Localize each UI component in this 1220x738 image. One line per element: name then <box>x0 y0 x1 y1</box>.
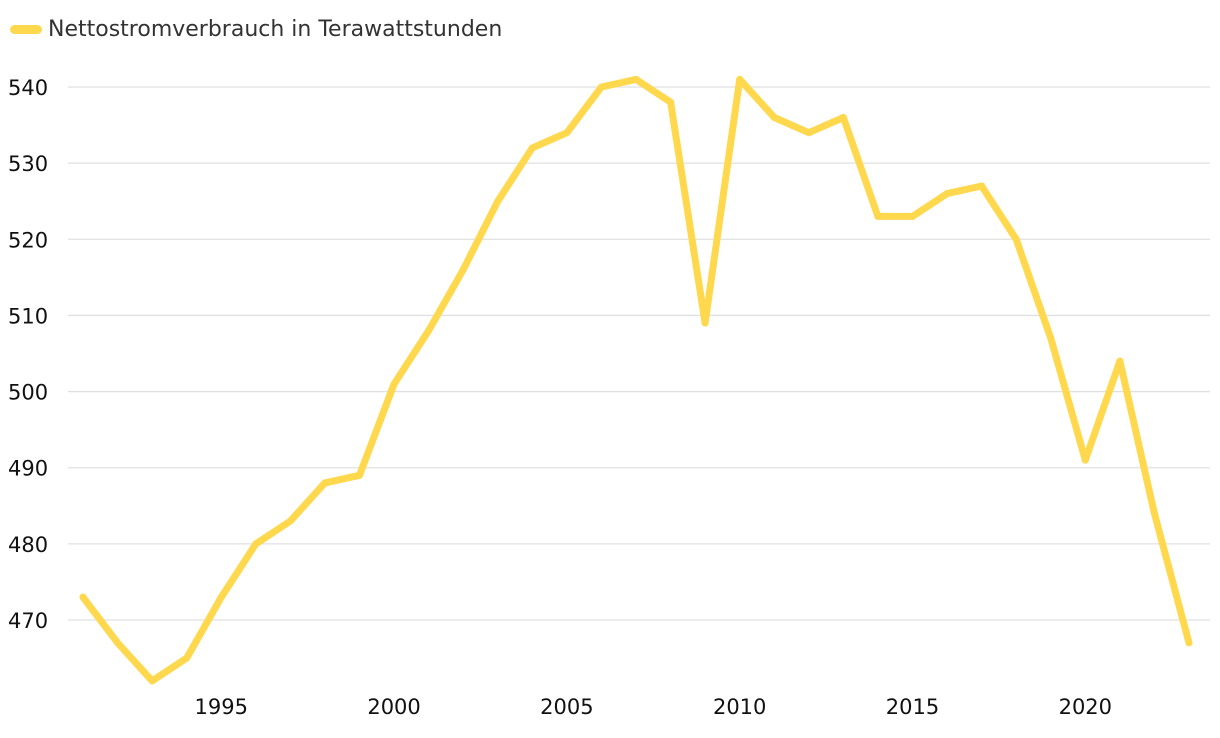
data-point <box>79 593 87 601</box>
data-point <box>701 319 709 327</box>
data-point <box>805 129 813 137</box>
data-point <box>494 197 502 205</box>
y-tick-label: 540 <box>8 76 48 100</box>
grid-lines <box>68 86 1210 621</box>
y-axis: 470 480 490 500 510 520 530 540 <box>8 76 48 633</box>
data-point <box>390 380 398 388</box>
data-point <box>459 266 467 274</box>
data-point <box>286 517 294 525</box>
y-tick-label: 490 <box>8 457 48 481</box>
data-point <box>978 182 986 190</box>
data-point <box>632 75 640 83</box>
data-point <box>1047 334 1055 342</box>
data-point <box>770 113 778 121</box>
data-point <box>321 479 329 487</box>
data-point <box>252 540 260 548</box>
data-point <box>909 212 916 220</box>
data-point <box>114 639 122 647</box>
x-tick-label: 2010 <box>713 695 766 719</box>
data-point <box>1012 235 1020 243</box>
legend-swatch <box>10 24 42 34</box>
x-tick-label: 2005 <box>540 695 593 719</box>
data-point <box>217 593 225 601</box>
x-tick-label: 2020 <box>1059 695 1112 719</box>
data-point <box>148 677 156 685</box>
data-point <box>1185 639 1193 647</box>
data-point <box>736 75 744 83</box>
data-point <box>183 654 191 662</box>
data-point <box>356 471 363 479</box>
data-point <box>839 113 847 121</box>
data-point <box>425 327 433 335</box>
x-axis: 1995 2000 2005 2010 2015 2020 <box>195 695 1113 719</box>
legend-label: Nettostromverbrauch in Terawattstunden <box>48 16 503 42</box>
y-tick-label: 500 <box>8 381 48 405</box>
y-tick-label: 530 <box>8 152 48 176</box>
data-point <box>1116 357 1124 365</box>
series-line <box>79 75 1193 685</box>
series-layer <box>79 75 1193 685</box>
x-tick-label: 1995 <box>195 695 248 719</box>
data-point <box>563 129 571 137</box>
data-point <box>667 98 675 106</box>
x-tick-label: 2015 <box>886 695 939 719</box>
y-tick-label: 470 <box>8 609 48 633</box>
y-tick-label: 520 <box>8 228 48 252</box>
data-point <box>528 144 536 152</box>
x-tick-label: 2000 <box>367 695 420 719</box>
y-tick-label: 480 <box>8 533 48 557</box>
data-point <box>1150 509 1158 517</box>
data-point <box>597 83 605 91</box>
data-point <box>943 190 951 198</box>
data-point <box>874 212 882 220</box>
chart-legend: Nettostromverbrauch in Terawattstunden <box>10 14 502 44</box>
data-point <box>1081 456 1089 464</box>
y-tick-label: 510 <box>8 304 48 328</box>
